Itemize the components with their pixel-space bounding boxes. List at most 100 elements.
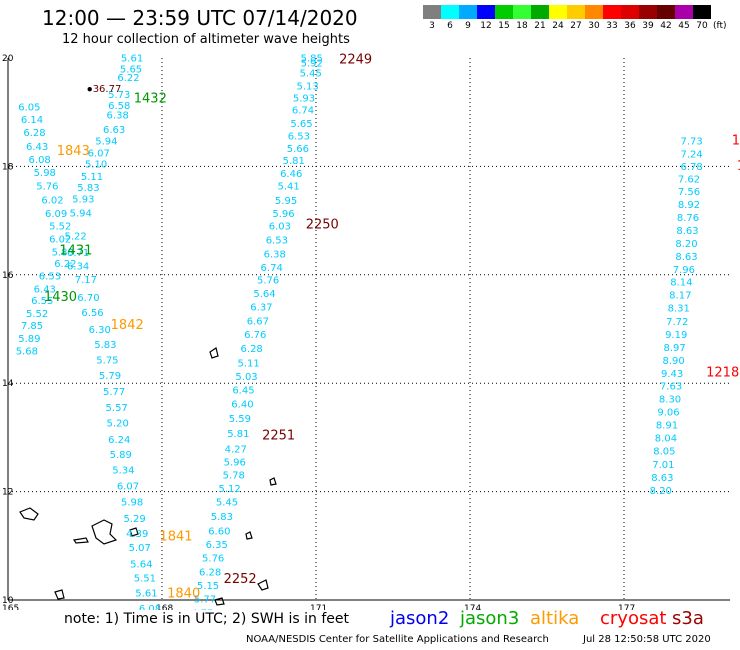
wave-height-label: 6.28: [241, 344, 263, 355]
scale-swatch: [477, 5, 495, 19]
wave-height-label: 4.75: [191, 608, 213, 610]
color-scale-labels: 3 6 9 12 15 18 21 24 27 30 33 36 39 42 45 70 (ft): [423, 21, 726, 31]
wave-height-label: 8.05: [653, 447, 675, 458]
wave-height-label: 6.74: [292, 105, 314, 116]
wave-height-label: 7.17: [75, 275, 97, 286]
lon-tick-label: 171: [310, 604, 327, 610]
altimeter-track-track-a: 5.615.656.225.736.586.386.635.946.075.10…: [64, 53, 161, 610]
wave-height-label: 9.43: [661, 369, 683, 380]
wave-height-label: 6.02: [41, 195, 63, 206]
island-outline: [91, 519, 118, 545]
wave-height-label: 8.30: [659, 395, 681, 406]
wave-height-label: 5.96: [224, 458, 246, 469]
wave-height-label: 5.34: [112, 466, 134, 477]
pass-time-label: 1218: [706, 366, 739, 381]
wave-height-label: 6.08: [29, 155, 51, 166]
wave-height-label: 9.19: [665, 330, 687, 341]
lon-tick-label: 165: [2, 604, 19, 610]
scale-label: 24: [552, 21, 564, 31]
island-outline: [257, 579, 269, 591]
wave-height-label: 7.72: [666, 317, 688, 328]
island-outline: [214, 597, 225, 606]
wave-height-label: 6.67: [247, 317, 269, 328]
wave-height-label: 5.12: [218, 484, 240, 495]
island-outline: [209, 347, 219, 359]
lat-tick-label: 12: [2, 488, 13, 498]
wave-height-label: 5.96: [272, 209, 294, 220]
wave-height-label: 8.63: [651, 473, 673, 484]
wave-height-label: 6.45: [232, 385, 254, 396]
wave-height-label: 5.76: [202, 554, 224, 565]
scale-swatch: [459, 5, 477, 19]
map-grid: [8, 58, 730, 600]
wave-height-label: 6.02: [49, 234, 71, 245]
wave-height-label: 5.98: [34, 168, 56, 179]
pass-time-label: 1840: [167, 586, 200, 601]
wave-height-label: 5.13: [296, 81, 318, 92]
wave-height-label: 6.53: [39, 272, 61, 283]
wave-height-label: 7.56: [678, 187, 700, 198]
wave-height-label: 6.22: [117, 73, 139, 84]
measurement-dot: [87, 86, 92, 92]
wave-height-label: 7.73: [680, 137, 702, 148]
wave-height-label: 6.70: [77, 293, 99, 304]
wave-height-label: 5.85: [301, 53, 323, 64]
scale-label: 30: [588, 21, 600, 31]
wave-height-label: 6.14: [21, 115, 43, 126]
wave-height-label: 5.89: [18, 334, 40, 345]
land-outlines: [19, 347, 277, 606]
island-outline: [269, 477, 277, 486]
wave-height-label: 5.83: [94, 340, 116, 351]
wave-height-label: 6.58: [108, 101, 130, 112]
wave-height-label: 5.89: [110, 450, 132, 461]
scale-label: 21: [534, 21, 546, 31]
pass-time-label: 121: [737, 159, 740, 174]
wave-height-label: 5.83: [77, 183, 99, 194]
wave-height-label: 6.24: [108, 435, 130, 446]
wave-height-label: 6.40: [231, 400, 253, 411]
legend-cryosat: cryosat: [600, 608, 667, 629]
wave-height-label: 6.78: [680, 162, 702, 173]
scale-swatch: [513, 5, 531, 19]
scale-label: 70: [696, 21, 708, 31]
wave-height-label: 5.52: [26, 309, 48, 320]
wave-height-label-high: 36.77: [93, 84, 122, 95]
wave-height-label: 5.65: [120, 65, 142, 76]
wave-height-label: 6.28: [199, 568, 221, 579]
wave-height-label: 8.90: [663, 356, 685, 367]
wave-height-label: 8.20: [675, 239, 697, 250]
wave-height-label: 8.92: [678, 200, 700, 211]
wave-height-label: 7.96: [673, 265, 695, 276]
pass-time-label: 1432: [134, 91, 167, 106]
wave-height-label: 8.76: [677, 213, 699, 224]
pass-time-label: 2252: [224, 572, 257, 587]
wave-height-label: 6.07: [117, 481, 139, 492]
wave-height-label: 4.27: [225, 445, 247, 456]
wave-height-label: 5.07: [129, 543, 151, 554]
lat-tick-label: 20: [2, 54, 14, 64]
wave-height-label: 5.64: [130, 559, 152, 570]
wave-height-label: 5.22: [64, 232, 86, 243]
wave-height-label: 5.94: [95, 137, 117, 148]
wave-height-label: 8.17: [669, 291, 691, 302]
wave-height-label: 5.79: [99, 371, 121, 382]
wave-height-label: 5.45: [216, 498, 238, 509]
lat-tick-label: 16: [2, 271, 14, 281]
wave-height-label: 6.07: [88, 149, 110, 160]
wave-height-label: 5.61: [121, 53, 143, 64]
scale-swatch: [441, 5, 459, 19]
scale-swatch: [657, 5, 675, 19]
island-outline: [72, 537, 89, 544]
wave-height-label: 6.28: [23, 128, 45, 139]
scale-swatch: [693, 5, 711, 19]
wave-height-label: 6.05: [18, 103, 40, 114]
page-subtitle: 12 hour collection of altimeter wave hei…: [62, 32, 350, 47]
wave-height-label: 5.57: [106, 403, 128, 414]
legend-s3a: s3a: [672, 608, 704, 629]
scale-label: 3: [429, 21, 435, 31]
wave-height-label: 6.37: [250, 303, 272, 314]
scale-swatch: [495, 5, 513, 19]
lat-tick-label: 10: [2, 596, 14, 606]
wave-height-label: 5.77: [194, 595, 216, 606]
wave-height-label: 5.75: [96, 356, 118, 367]
